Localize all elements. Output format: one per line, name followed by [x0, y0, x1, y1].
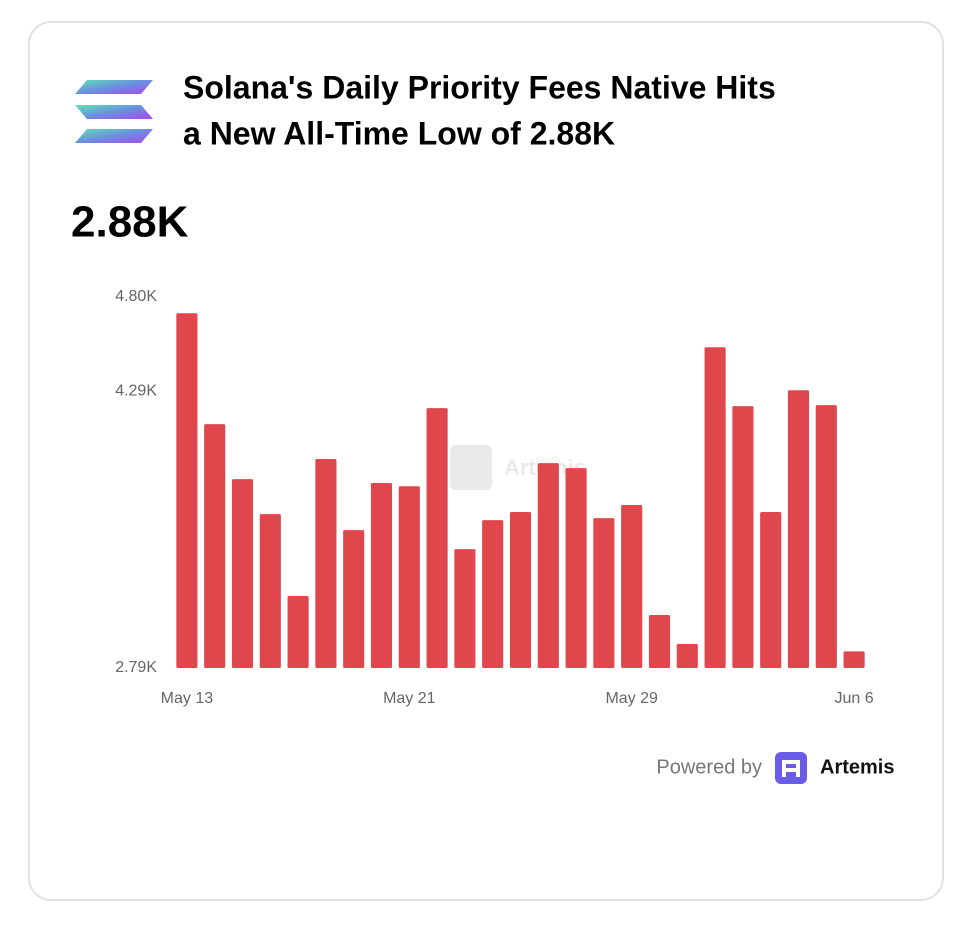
bar [704, 347, 726, 668]
footer-brand: Artemis [820, 756, 894, 778]
bar [176, 313, 198, 668]
bar [482, 520, 504, 668]
footer-prefix: Powered by [656, 756, 762, 778]
bar [648, 615, 671, 668]
bar [259, 514, 281, 668]
bar [593, 518, 615, 668]
headline-value: 2.88K [71, 198, 189, 247]
bar [287, 596, 309, 668]
x-tick-label: May 13 [161, 690, 214, 707]
bar [204, 424, 226, 668]
title-line: a New All-Time Low of 2.88K [183, 115, 615, 151]
solana-logo [75, 80, 153, 143]
bar [537, 463, 559, 668]
card [28, 21, 944, 901]
y-tick-label: 2.79K [115, 659, 157, 676]
artemis-icon [775, 752, 807, 784]
bar [454, 549, 476, 668]
bar [370, 483, 393, 668]
bar [843, 651, 865, 668]
bar [231, 479, 254, 668]
title-line: Solana's Daily Priority Fees Native Hits [183, 69, 776, 105]
bar [315, 459, 337, 668]
x-tick-label: May 29 [605, 690, 658, 707]
bar [676, 644, 698, 668]
bar [343, 530, 365, 668]
x-tick-label: May 21 [383, 690, 436, 707]
bar [565, 468, 587, 668]
y-tick-label: 4.80K [115, 288, 157, 305]
bar [732, 406, 754, 668]
bar [815, 405, 837, 668]
x-tick-label: Jun 6 [835, 690, 874, 707]
bar [398, 486, 420, 668]
y-tick-label: 4.29K [115, 382, 157, 399]
bar [760, 512, 782, 668]
watermark-icon [450, 445, 492, 490]
bar [621, 505, 643, 668]
bar [509, 512, 532, 668]
bar [426, 408, 448, 668]
bar [787, 390, 810, 668]
